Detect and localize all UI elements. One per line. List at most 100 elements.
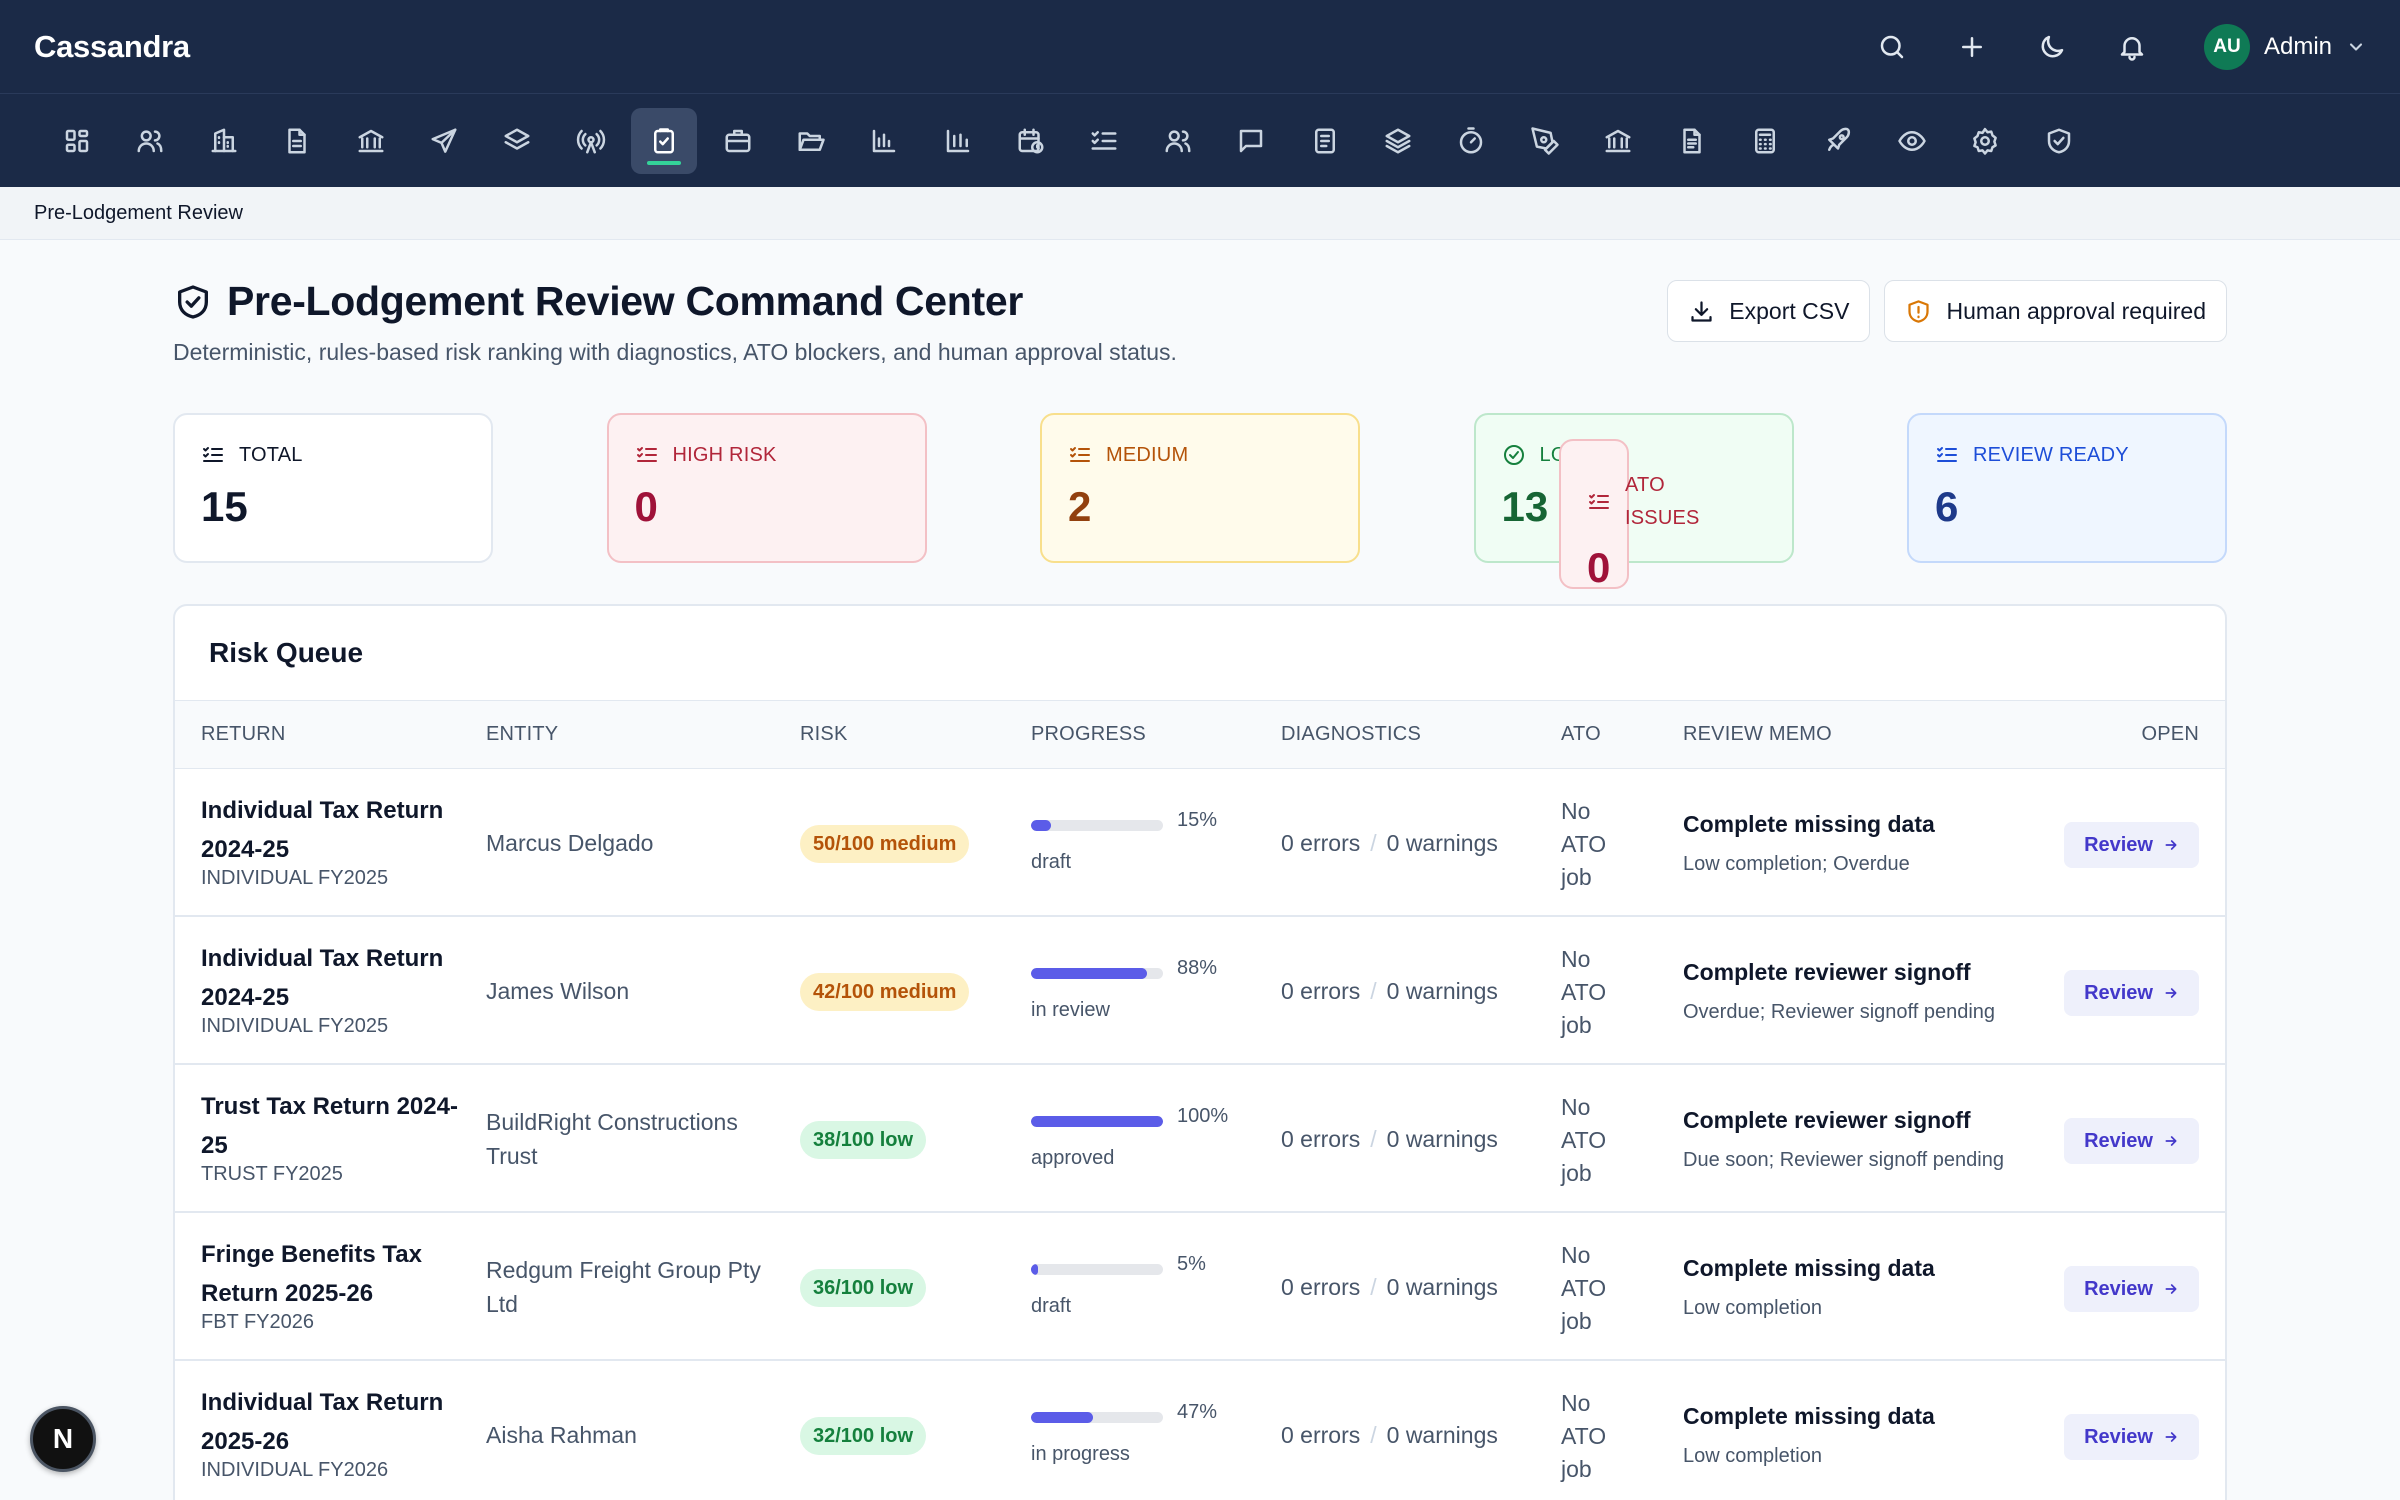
nav-pen-tool-button[interactable] xyxy=(1512,108,1578,174)
memo-title: Complete reviewer signoff xyxy=(1683,959,1971,985)
stat-card-high-risk[interactable]: HIGH RISK 0 xyxy=(606,413,927,563)
export-csv-label: Export CSV xyxy=(1729,297,1850,324)
memo-detail: Overdue; Reviewer signoff pending xyxy=(1683,1001,1996,1023)
nav-notepad-button[interactable] xyxy=(1292,108,1358,174)
entity-label: Marcus Delgado xyxy=(486,830,654,856)
user-name: Admin xyxy=(2263,32,2332,60)
list-checks-icon xyxy=(1089,126,1119,156)
arrow-right-icon xyxy=(2153,1429,2179,1445)
nav-shield-check-button[interactable] xyxy=(2026,108,2092,174)
warnings-count: 0 warnings xyxy=(1386,977,1498,1004)
user-menu[interactable]: AU Admin xyxy=(2203,23,2366,70)
column-header-entity[interactable]: ENTITY xyxy=(486,723,559,745)
progress-status: in progress xyxy=(1031,1443,1130,1465)
review-label: Review xyxy=(2084,981,2153,1004)
table-row[interactable]: Individual Tax Return 2024-25 INDIVIDUAL … xyxy=(175,917,2225,1065)
nav-rocket-button[interactable] xyxy=(1805,108,1871,174)
nav-users-button[interactable] xyxy=(117,108,183,174)
nav-team-button[interactable] xyxy=(1145,108,1211,174)
return-type: INDIVIDUAL FY2026 xyxy=(201,1459,389,1481)
nav-bank-button[interactable] xyxy=(338,108,404,174)
stat-card-ato-issues[interactable]: ATO ISSUES 0 xyxy=(1559,439,1699,589)
nav-building-button[interactable] xyxy=(191,108,257,174)
human-approval-button[interactable]: Human approval required xyxy=(1884,280,2227,342)
nav-broadcast-button[interactable] xyxy=(558,108,624,174)
review-button[interactable]: Review xyxy=(2064,1118,2199,1164)
export-csv-button[interactable]: Export CSV xyxy=(1667,280,1871,342)
column-header-review-memo[interactable]: REVIEW MEMO xyxy=(1683,723,1832,745)
return-type: TRUST FY2025 xyxy=(201,1163,343,1185)
plus-icon[interactable] xyxy=(1948,23,1996,71)
review-button[interactable]: Review xyxy=(2064,1414,2199,1460)
search-icon[interactable] xyxy=(1868,23,1916,71)
nav-settings-button[interactable] xyxy=(1952,108,2018,174)
stat-card-review-ready[interactable]: REVIEW READY 6 xyxy=(1907,413,2227,563)
divider: / xyxy=(1370,977,1377,1004)
review-button[interactable]: Review xyxy=(2064,1266,2199,1312)
nav-folder-open-button[interactable] xyxy=(778,108,844,174)
errors-count: 0 errors xyxy=(1281,1273,1361,1300)
stat-card-total[interactable]: TOTAL 15 xyxy=(173,413,493,563)
column-header-progress[interactable]: PROGRESS xyxy=(1031,723,1146,745)
shield-check-icon xyxy=(2044,126,2074,156)
table-row[interactable]: Individual Tax Return 2025-26 INDIVIDUAL … xyxy=(175,1361,2225,1500)
review-button[interactable]: Review xyxy=(2064,970,2199,1016)
page-title: Pre-Lodgement Review Command Center xyxy=(227,278,1023,324)
stack-icon xyxy=(1383,126,1413,156)
stat-card-medium[interactable]: MEDIUM 2 xyxy=(1040,413,1360,563)
arrow-right-icon xyxy=(2153,837,2179,853)
list-checks-icon xyxy=(1935,443,1973,467)
divider: / xyxy=(1370,1125,1377,1152)
column-header-open: OPEN xyxy=(2141,723,2199,745)
column-header-risk[interactable]: RISK xyxy=(800,723,848,745)
return-name: Trust Tax Return 2024-25 xyxy=(201,1093,458,1159)
nav-send-button[interactable] xyxy=(411,108,477,174)
nav-calculator-button[interactable] xyxy=(1732,108,1798,174)
file-text-icon xyxy=(282,126,312,156)
nav-clipboard-check-button[interactable] xyxy=(631,107,698,174)
nav-calendar-clock-button[interactable] xyxy=(998,108,1064,174)
table-body: Individual Tax Return 2024-25 INDIVIDUAL … xyxy=(175,769,2225,1500)
memo-title: Complete missing data xyxy=(1683,1255,1935,1281)
column-header-return[interactable]: RETURN xyxy=(201,723,286,745)
return-name: Individual Tax Return 2024-25 xyxy=(201,797,444,863)
nav-dashboard-button[interactable] xyxy=(44,108,110,174)
entity-label: James Wilson xyxy=(486,978,630,1004)
column-header-diagnostics[interactable]: DIAGNOSTICS xyxy=(1281,723,1421,745)
diagnostics-cell: 0 errors / 0 warnings xyxy=(1281,769,1498,917)
next-devtools-badge[interactable]: N xyxy=(30,1406,96,1472)
table-row[interactable]: Individual Tax Return 2024-25 INDIVIDUAL … xyxy=(175,769,2225,917)
stat-label: HIGH RISK xyxy=(672,443,777,466)
nav-file-text-button[interactable] xyxy=(264,108,330,174)
nav-timer-button[interactable] xyxy=(1438,108,1504,174)
bell-icon[interactable] xyxy=(2108,23,2156,71)
stat-label: MEDIUM xyxy=(1106,443,1189,466)
column-header-ato[interactable]: ATO xyxy=(1561,723,1601,745)
stat-card-low[interactable]: LOW 13 xyxy=(1473,413,1794,563)
layers-icon xyxy=(502,126,532,156)
brand-logo[interactable]: Cassandra xyxy=(34,28,190,64)
progress-bar xyxy=(1031,1264,1163,1275)
nav-list-checks-button[interactable] xyxy=(1071,108,1137,174)
moon-icon[interactable] xyxy=(2028,23,2076,71)
review-button[interactable]: Review xyxy=(2064,822,2199,868)
risk-badge: 32/100 low xyxy=(800,1417,927,1455)
nav-layers-button[interactable] xyxy=(484,108,550,174)
memo-detail: Low completion xyxy=(1683,1445,1822,1467)
return-type: INDIVIDUAL FY2025 xyxy=(201,867,389,889)
list-checks-icon xyxy=(1068,443,1106,467)
message-square-icon xyxy=(1236,126,1266,156)
nav-eye-button[interactable] xyxy=(1879,108,1945,174)
bar-chart-alt-icon xyxy=(943,126,973,156)
table-row[interactable]: Fringe Benefits Tax Return 2025-26 FBT FY… xyxy=(175,1213,2225,1361)
nav-document-button[interactable] xyxy=(1659,108,1725,174)
entity-name: Marcus Delgado xyxy=(486,769,766,917)
nav-landmark-button[interactable] xyxy=(1585,108,1651,174)
nav-bar-chart-button[interactable] xyxy=(851,108,917,174)
nav-message-square-button[interactable] xyxy=(1218,108,1284,174)
nav-briefcase-button[interactable] xyxy=(705,108,771,174)
risk-badge: 42/100 medium xyxy=(800,973,970,1011)
table-row[interactable]: Trust Tax Return 2024-25 TRUST FY2025 Buil… xyxy=(175,1065,2225,1213)
nav-stack-button[interactable] xyxy=(1365,108,1431,174)
nav-bar-chart-alt-button[interactable] xyxy=(925,108,991,174)
